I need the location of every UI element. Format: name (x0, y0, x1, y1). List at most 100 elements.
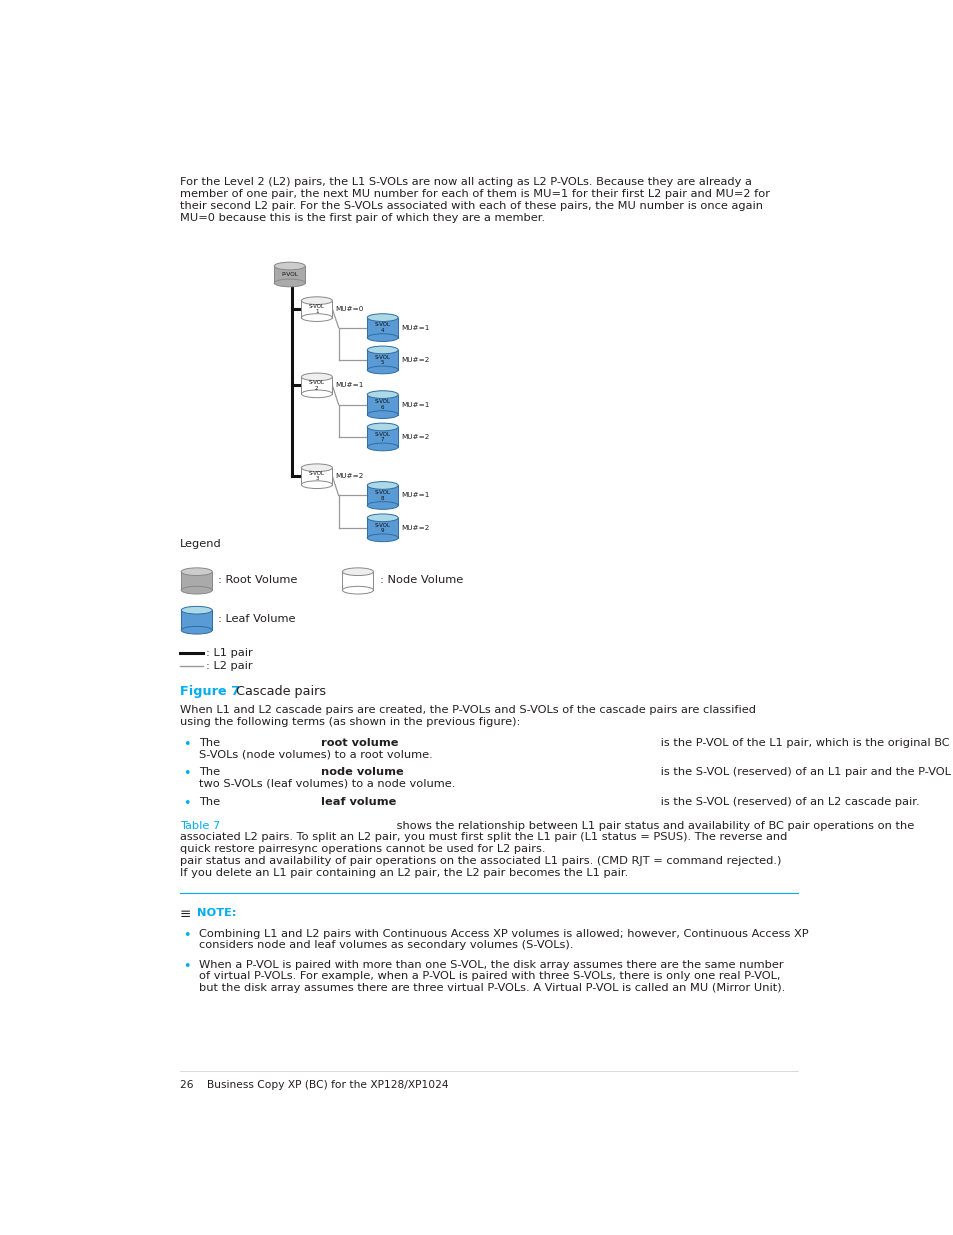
Text: two S-VOLs (leaf volumes) to a node volume.: two S-VOLs (leaf volumes) to a node volu… (199, 779, 455, 789)
Text: ≡: ≡ (179, 909, 191, 921)
Text: MU#=1: MU#=1 (401, 493, 429, 499)
Text: but the disk array assumes there are three virtual P-VOLs. A Virtual P-VOL is ca: but the disk array assumes there are thr… (199, 983, 784, 993)
Ellipse shape (367, 482, 397, 489)
Text: MU#=1: MU#=1 (335, 383, 363, 388)
Bar (181, 572, 212, 590)
Text: When a P-VOL is paired with more than one S-VOL, the disk array assumes there ar: When a P-VOL is paired with more than on… (199, 960, 782, 969)
Text: MU#=2: MU#=2 (335, 473, 363, 479)
Ellipse shape (301, 464, 332, 472)
Ellipse shape (367, 314, 397, 321)
Text: node volume: node volume (321, 767, 403, 777)
Text: : Root Volume: : Root Volume (218, 576, 297, 585)
Text: •: • (183, 737, 191, 751)
Text: : Node Volume: : Node Volume (379, 576, 462, 585)
Bar (367, 350, 397, 370)
Text: NOTE:: NOTE: (196, 909, 236, 919)
Text: using the following terms (as shown in the previous figure):: using the following terms (as shown in t… (179, 716, 519, 726)
Text: MU=0 because this is the first pair of which they are a member.: MU=0 because this is the first pair of w… (179, 212, 544, 222)
Text: MU#=2: MU#=2 (401, 357, 429, 363)
Ellipse shape (181, 568, 212, 576)
Text: S-VOL
3: S-VOL 3 (309, 471, 325, 482)
Text: : L1 pair: : L1 pair (206, 647, 253, 657)
Ellipse shape (181, 587, 212, 594)
Ellipse shape (367, 534, 397, 542)
Text: S-VOL
5: S-VOL 5 (375, 354, 391, 366)
Ellipse shape (367, 514, 397, 521)
Bar (367, 485, 397, 505)
Text: considers node and leaf volumes as secondary volumes (S-VOLs).: considers node and leaf volumes as secon… (199, 940, 573, 950)
Ellipse shape (274, 262, 305, 270)
Text: S-VOL
7: S-VOL 7 (375, 432, 391, 442)
Text: The: The (199, 737, 224, 747)
Text: •: • (183, 767, 191, 781)
Text: MU#=0: MU#=0 (335, 306, 363, 312)
Text: S-VOL
4: S-VOL 4 (375, 322, 391, 332)
Bar (274, 266, 305, 283)
Text: •: • (183, 929, 191, 941)
Text: is the S-VOL (reserved) of an L1 pair and the P-VOL of an L2 pair. You can add u: is the S-VOL (reserved) of an L1 pair an… (656, 767, 953, 777)
Ellipse shape (367, 443, 397, 451)
Ellipse shape (274, 279, 305, 287)
Text: P-VOL: P-VOL (281, 272, 298, 277)
Bar (367, 317, 397, 337)
Text: Cascade pairs: Cascade pairs (233, 685, 326, 698)
Text: MU#=2: MU#=2 (401, 525, 429, 531)
Text: Combining L1 and L2 pairs with Continuous Access XP volumes is allowed; however,: Combining L1 and L2 pairs with Continuou… (199, 929, 808, 939)
Bar (181, 610, 212, 630)
Text: member of one pair, the next MU number for each of them is MU=1 for their first : member of one pair, the next MU number f… (179, 189, 769, 199)
Text: Table 7: Table 7 (179, 821, 220, 831)
Bar (342, 572, 373, 590)
Ellipse shape (181, 626, 212, 634)
Ellipse shape (342, 568, 373, 576)
Text: If you delete an L1 pair containing an L2 pair, the L2 pair becomes the L1 pair.: If you delete an L1 pair containing an L… (179, 867, 627, 878)
Text: pair status and availability of pair operations on the associated L1 pairs. (CMD: pair status and availability of pair ope… (179, 856, 781, 866)
Text: : L2 pair: : L2 pair (206, 662, 253, 672)
Ellipse shape (301, 296, 332, 305)
Text: MU#=1: MU#=1 (401, 325, 429, 331)
Text: The: The (199, 767, 224, 777)
Text: associated L2 pairs. To split an L2 pair, you must first split the L1 pair (L1 s: associated L2 pairs. To split an L2 pair… (179, 832, 786, 842)
Text: MU#=1: MU#=1 (401, 401, 429, 408)
Text: For the Level 2 (L2) pairs, the L1 S-VOLs are now all acting as L2 P-VOLs. Becau: For the Level 2 (L2) pairs, the L1 S-VOL… (179, 178, 751, 188)
Text: S-VOL
6: S-VOL 6 (375, 399, 391, 410)
Ellipse shape (367, 366, 397, 374)
Ellipse shape (367, 333, 397, 341)
Bar (367, 517, 397, 537)
Ellipse shape (301, 480, 332, 489)
Text: •: • (183, 960, 191, 973)
Text: •: • (183, 797, 191, 810)
Text: Figure 7: Figure 7 (179, 685, 239, 698)
Text: 26    Business Copy XP (BC) for the XP128/XP1024: 26 Business Copy XP (BC) for the XP128/X… (179, 1079, 448, 1091)
Text: leaf volume: leaf volume (321, 797, 396, 806)
Text: their second L2 pair. For the S-VOLs associated with each of these pairs, the MU: their second L2 pair. For the S-VOLs ass… (179, 201, 761, 211)
Text: S-VOL
8: S-VOL 8 (375, 490, 391, 500)
Text: is the P-VOL of the L1 pair, which is the original BC pair. You can add up to th: is the P-VOL of the L1 pair, which is th… (656, 737, 953, 747)
Ellipse shape (342, 587, 373, 594)
Text: S-VOL
2: S-VOL 2 (309, 380, 325, 390)
Bar (301, 377, 332, 394)
Ellipse shape (367, 501, 397, 509)
Text: MU#=2: MU#=2 (401, 433, 429, 440)
Bar (367, 395, 397, 415)
Ellipse shape (181, 606, 212, 614)
Text: : Leaf Volume: : Leaf Volume (218, 615, 295, 625)
Text: Legend: Legend (179, 540, 221, 550)
Text: quick restore pairresync operations cannot be used for L2 pairs.: quick restore pairresync operations cann… (179, 845, 548, 855)
Ellipse shape (367, 424, 397, 431)
Ellipse shape (301, 314, 332, 321)
Bar (367, 427, 397, 447)
Bar (301, 468, 332, 484)
Text: is the S-VOL (reserved) of an L2 cascade pair.: is the S-VOL (reserved) of an L2 cascade… (656, 797, 919, 806)
Bar (301, 300, 332, 317)
Ellipse shape (367, 411, 397, 419)
Ellipse shape (367, 390, 397, 399)
Text: When L1 and L2 cascade pairs are created, the P-VOLs and S-VOLs of the cascade p: When L1 and L2 cascade pairs are created… (179, 705, 755, 715)
Text: of virtual P-VOLs. For example, when a P-VOL is paired with three S-VOLs, there : of virtual P-VOLs. For example, when a P… (199, 972, 780, 982)
Text: S-VOL
1: S-VOL 1 (309, 304, 325, 315)
Ellipse shape (301, 373, 332, 380)
Text: The: The (199, 797, 224, 806)
Text: S-VOLs (node volumes) to a root volume.: S-VOLs (node volumes) to a root volume. (199, 750, 433, 760)
Text: S-VOL
9: S-VOL 9 (375, 522, 391, 534)
Ellipse shape (301, 390, 332, 398)
Ellipse shape (367, 346, 397, 353)
